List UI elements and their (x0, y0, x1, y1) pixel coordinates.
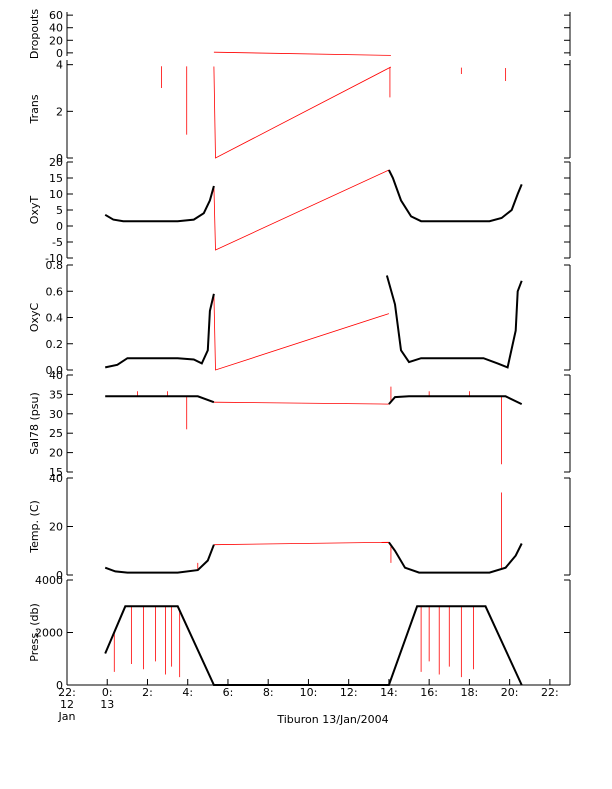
x-tick-sublabel: 13 (100, 698, 114, 711)
panel-temp-ytick-label: 0 (56, 569, 63, 582)
panel-temp: 0 20 40 Temp. (C) (28, 472, 571, 582)
panel-trans-ylabel: Trans (28, 94, 41, 124)
panel-dropouts-interp-line (213, 51, 391, 56)
panel-temp-ytick-label: 20 (49, 521, 63, 534)
panel-sal78-ytick-label: 25 (49, 427, 63, 440)
panel-sal78-ytick-label: 35 (49, 388, 63, 401)
panel-oxyt-ytick-label: -5 (52, 236, 63, 249)
panel-oxyc-ytick-label: 0.0 (46, 364, 64, 377)
panel-temp-series-segment (388, 541, 523, 574)
panel-trans-ytick-label: 4 (56, 59, 63, 72)
panel-press-ytick-label: 0 (56, 679, 63, 692)
panel-trans-ytick-label: 2 (56, 105, 63, 118)
panel-sal78-series-segment (105, 395, 215, 404)
panel-oxyt-ytick-label: 10 (49, 188, 63, 201)
panel-dropouts-ytick-label: 20 (49, 34, 63, 47)
panel-press: 0 2000 4000 Press. (db) (28, 574, 571, 692)
panel-dropouts-ylabel: Dropouts (28, 9, 41, 59)
panel-sal78: 15 20 25 30 35 40 Sal78 (psu) (28, 369, 571, 479)
chart-caption: Tiburon 13/Jan/2004 (276, 713, 388, 726)
panel-dropouts-ytick-label: 0 (56, 47, 63, 60)
panel-press-series-segment (104, 605, 523, 686)
panel-sal78-interp-line (213, 401, 389, 405)
panel-sal78-ytick-label: 30 (49, 408, 63, 421)
x-tick-sublabel2: Jan (58, 710, 76, 723)
panel-temp-ytick-label: 40 (49, 472, 63, 485)
panel-oxyt-ytick-label: -10 (45, 252, 63, 265)
panel-oxyt-interp-line (213, 169, 390, 251)
x-tick-label: 2: (142, 686, 153, 699)
panel-oxyc-interp-line (213, 293, 390, 371)
x-tick-label: 4: (182, 686, 193, 699)
panels-layer: 0204060Dropouts024Trans-10-505101520OxyT… (28, 9, 571, 692)
panel-oxyt-series-segment (388, 169, 523, 223)
x-tick-label: 20: (501, 686, 519, 699)
panel-press-ylabel: Press. (db) (28, 603, 41, 662)
panel-sal78-series-segment (388, 395, 523, 405)
panel-oxyc-ytick-label: 0.2 (46, 338, 64, 351)
panel-press-ytick-label: 2000 (35, 627, 63, 640)
x-tick-label: 0: (102, 686, 113, 699)
x-tick-label: 22: (58, 686, 76, 699)
panel-oxyt-series-segment (104, 185, 215, 223)
x-tick-label: 18: (461, 686, 479, 699)
panel-temp-series-segment (104, 544, 215, 574)
panel-oxyt-ylabel: OxyT (28, 196, 41, 225)
panel-oxyt-ytick-label: 5 (56, 204, 63, 217)
panel-sal78-ytick-label: 40 (49, 369, 63, 382)
panel-oxyt-ytick-label: 20 (49, 156, 63, 169)
panel-oxyt-ytick-label: 15 (49, 172, 63, 185)
panel-temp-interp-line (213, 541, 389, 546)
panel-sal78-ytick-label: 20 (49, 447, 63, 460)
x-tick-label: 6: (223, 686, 234, 699)
panel-sal78-ylabel: Sal78 (psu) (28, 392, 41, 455)
panel-trans: 0 2 4 Trans (28, 59, 571, 165)
x-tick-sublabel: 12 (60, 698, 74, 711)
panel-oxyc-series-segment (385, 275, 523, 369)
x-tick-label: 8: (263, 686, 274, 699)
x-tick-label: 16: (420, 686, 438, 699)
x-tick-label: 22: (541, 686, 559, 699)
x-tick-label: 14: (380, 686, 398, 699)
panel-oxyc-ytick-label: 0.4 (46, 312, 64, 325)
panel-oxyc-series-segment (104, 293, 215, 369)
panel-press-ytick-label: 4000 (35, 574, 63, 587)
panel-oxyc-ytick-label: 0.8 (46, 259, 64, 272)
panel-oxyt-ytick-label: 0 (56, 220, 63, 233)
panel-oxyc: 0.0 0.2 0.4 0.6 0.8 OxyC (28, 259, 571, 377)
panel-temp-ylabel: Temp. (C) (28, 500, 41, 554)
panel-trans-ytick-label: 0 (56, 152, 63, 165)
x-tick-label: 12: (340, 686, 358, 699)
panel-dropouts-ytick-label: 40 (49, 22, 63, 35)
panel-sal78-ytick-label: 15 (49, 466, 63, 479)
panel-oxyt: -10 -5 0 5 10 15 20 OxyT (28, 156, 571, 265)
panel-dropouts-ytick-label: 60 (49, 9, 63, 22)
panel-trans-interp-line (213, 66, 392, 159)
panel-oxyc-ylabel: OxyC (28, 303, 41, 333)
x-tick-label: 10: (300, 686, 318, 699)
panel-oxyc-ytick-label: 0.6 (46, 285, 64, 298)
